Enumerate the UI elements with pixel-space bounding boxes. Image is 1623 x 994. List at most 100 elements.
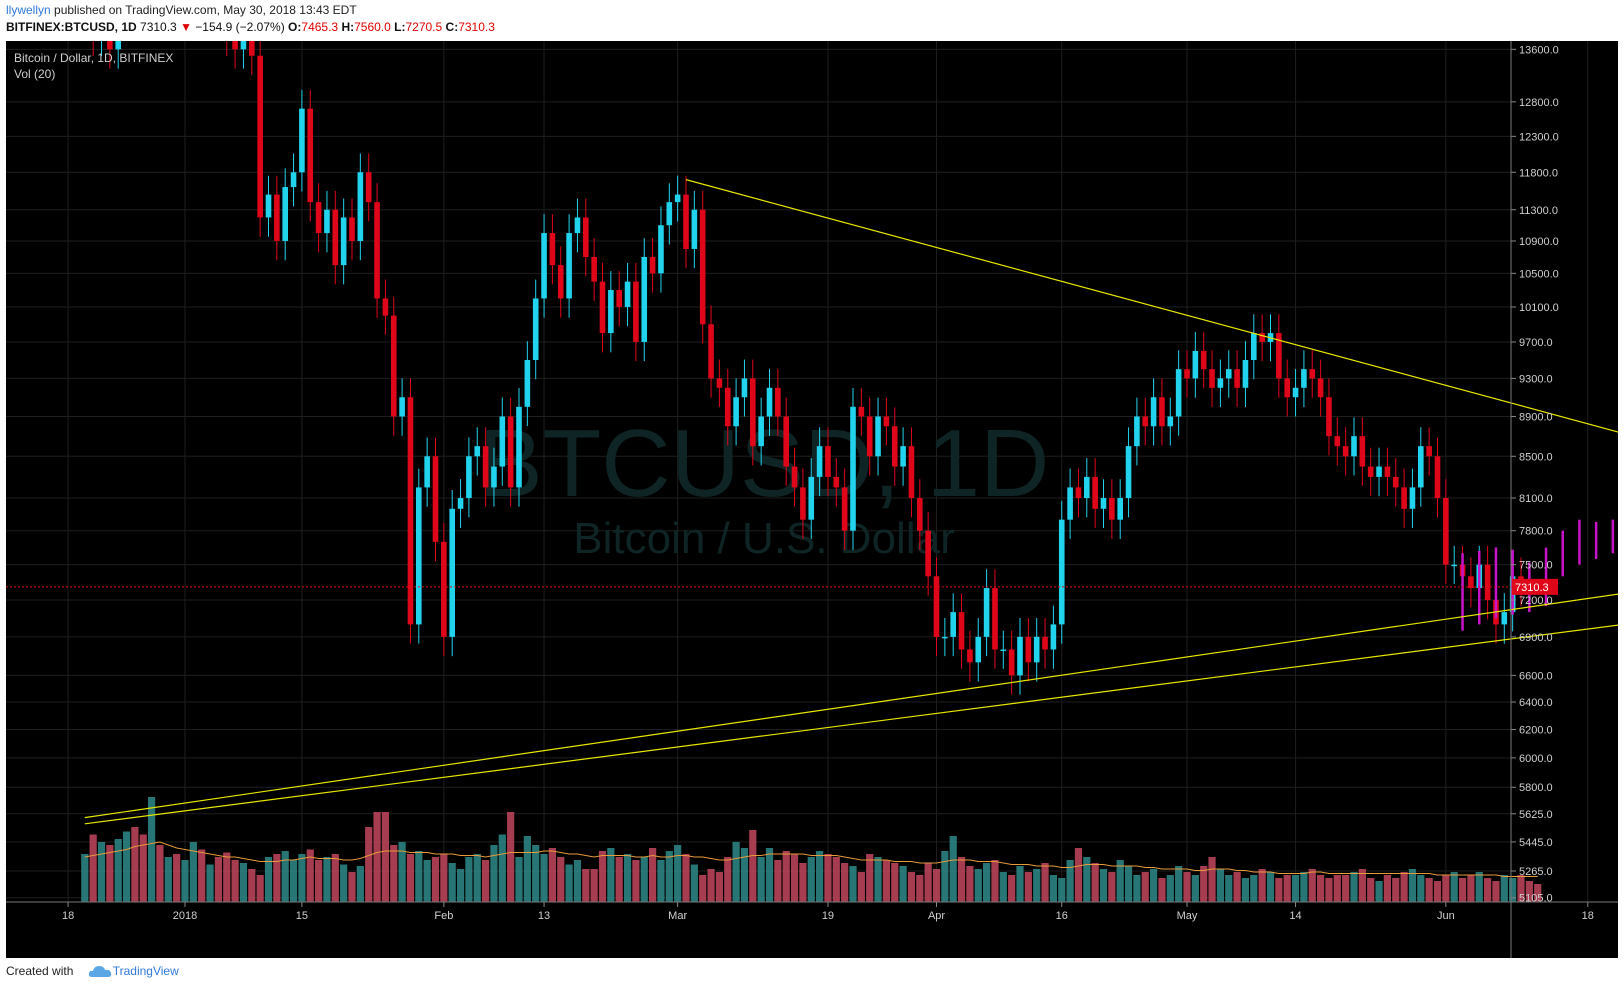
candle-body <box>958 612 965 650</box>
candle-body <box>240 41 247 50</box>
candle <box>432 437 439 562</box>
volume-bar <box>1450 872 1458 902</box>
tradingview-link[interactable]: TradingView <box>112 964 179 978</box>
candle-body <box>624 281 631 307</box>
candle-body <box>1200 350 1207 370</box>
volume-bar <box>874 857 882 902</box>
volume-bar <box>398 842 406 902</box>
volume-bar <box>899 866 907 902</box>
candle <box>557 246 564 318</box>
volume-bar <box>1033 869 1041 902</box>
volume-bar <box>757 857 765 902</box>
candle-body <box>841 487 848 531</box>
candle-body <box>1175 369 1182 417</box>
volume-bar <box>1200 866 1208 902</box>
y-tick-label: 9700.0 <box>1519 337 1553 349</box>
volume-bar <box>1266 872 1275 902</box>
candle-body <box>516 406 522 488</box>
volume-bar <box>181 860 189 902</box>
x-tick-label: Apr <box>928 910 945 922</box>
candle <box>608 271 614 353</box>
candle <box>349 198 355 261</box>
volume-bar <box>1467 875 1475 902</box>
candle <box>908 427 915 518</box>
candle-body <box>1067 487 1073 520</box>
candle <box>1167 397 1174 446</box>
y-tick-label: 11300.0 <box>1519 205 1558 217</box>
y-tick-label: 6900.0 <box>1519 632 1553 644</box>
volume-bar <box>1383 875 1391 902</box>
candle <box>101 41 102 56</box>
candle-body <box>1309 369 1316 379</box>
candle-body <box>1084 476 1090 499</box>
volume-bar <box>966 866 974 902</box>
candle <box>274 175 280 261</box>
candle-body <box>1050 624 1057 650</box>
volume-bar <box>206 864 214 902</box>
volume-bar <box>974 869 982 902</box>
volume-bar <box>532 845 540 902</box>
x-tick-label: 15 <box>296 910 308 922</box>
volume-bar <box>816 851 824 902</box>
candle <box>357 153 364 261</box>
candle-body <box>708 324 714 379</box>
volume-bar <box>523 836 531 902</box>
candle <box>257 41 263 237</box>
candle-body <box>566 233 572 299</box>
open-value: 7465.3 <box>301 20 339 34</box>
candle <box>750 359 756 466</box>
candle <box>1159 378 1165 446</box>
candle-body <box>299 108 305 173</box>
volume-bar <box>849 866 857 902</box>
candle <box>1284 359 1290 417</box>
price-chart[interactable]: BTCUSD, 1D Bitcoin / U.S. Dollar 7310.3 … <box>6 41 1618 958</box>
candle <box>800 468 806 539</box>
volume-bar <box>957 857 966 902</box>
candle <box>1242 341 1249 408</box>
candle <box>833 458 840 507</box>
volume-bar <box>782 851 790 902</box>
candle-body <box>917 498 923 531</box>
last-price: 7310.3 <box>140 20 177 34</box>
candle-body <box>357 172 364 241</box>
x-tick-label: 14 <box>1289 910 1301 922</box>
volume-bar <box>415 851 423 902</box>
candle-body <box>1225 369 1232 379</box>
candle-body <box>791 466 798 488</box>
x-tick-label: 13 <box>538 910 550 922</box>
volume-bar <box>1442 875 1450 902</box>
candle-body <box>399 397 405 417</box>
volume-bar <box>114 839 122 902</box>
candle-body <box>950 612 956 637</box>
volume-bar <box>607 848 615 902</box>
candle-body <box>750 378 756 447</box>
volume-bar <box>1283 875 1291 902</box>
volume-bar <box>156 845 164 902</box>
candle <box>1451 545 1457 584</box>
x-tick-label: 19 <box>822 910 834 922</box>
high-value: 7560.0 <box>354 20 391 34</box>
volume-bar <box>949 836 957 902</box>
candle <box>541 214 547 318</box>
x-tick-label: 18 <box>1582 910 1594 922</box>
candle-body <box>649 256 656 274</box>
volume-bar <box>1008 875 1016 902</box>
volume-bar <box>665 851 673 902</box>
volume-bar <box>807 857 815 902</box>
trendline <box>84 593 1618 819</box>
candle <box>1075 468 1082 518</box>
volume-bar <box>448 863 456 902</box>
volume-bar <box>690 864 698 902</box>
candle-body <box>1017 636 1023 676</box>
volume-bar <box>715 872 723 902</box>
x-tick-label: Feb <box>434 910 453 922</box>
candle <box>633 262 639 362</box>
candle-body <box>1484 564 1491 601</box>
volume-bar <box>281 851 289 902</box>
volume-bar <box>1475 872 1483 902</box>
y-tick-label: 12300.0 <box>1519 131 1559 143</box>
author-link[interactable]: llywellyn <box>6 3 51 17</box>
candle <box>524 341 531 427</box>
volume-bar <box>264 857 273 902</box>
chart-panel[interactable]: BTCUSD, 1D Bitcoin / U.S. Dollar 7310.3 … <box>6 41 1618 958</box>
